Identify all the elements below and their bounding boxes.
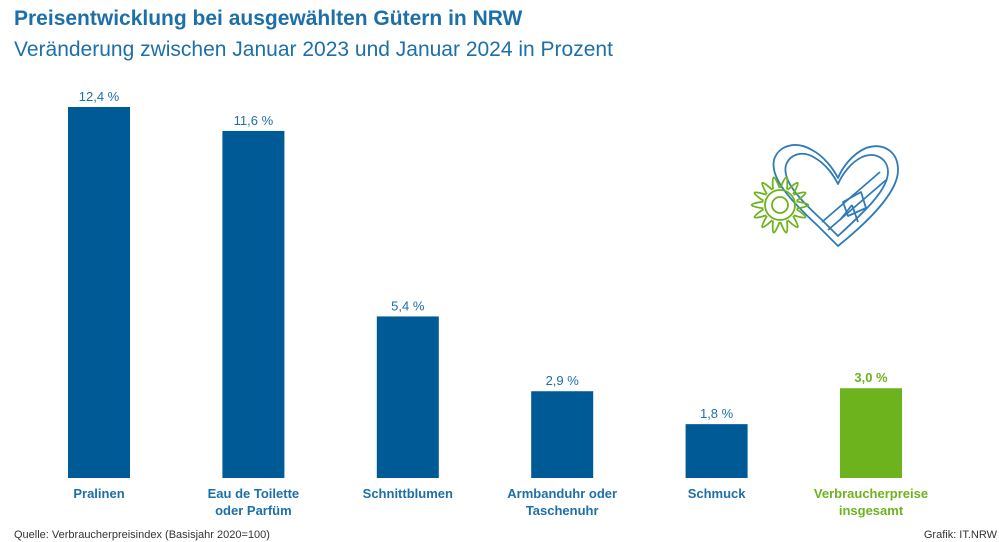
bar-1 [68, 107, 130, 478]
value-labels-group: 12,4 % 11,6 % 5,4 % 2,9 % 1,8 % 3,0 % [79, 89, 888, 421]
value-label-4: 2,9 % [546, 373, 580, 388]
illustration [750, 144, 899, 247]
chart-title: Preisentwicklung bei ausgewählten Gütern… [14, 7, 523, 30]
value-label-3: 5,4 % [391, 298, 425, 313]
sunflower-icon [750, 176, 810, 234]
bar-2 [222, 130, 285, 478]
bar-3 [376, 316, 439, 478]
category-label-4-line-2: Taschenuhr [526, 503, 599, 518]
category-label-6-line-1: Verbraucherpreise [814, 486, 928, 501]
value-label-5: 1,8 % [700, 406, 734, 421]
category-label-5-line-1: Schmuck [688, 486, 747, 501]
value-label-6: 3,0 % [854, 370, 888, 385]
value-label-2: 11,6 % [234, 113, 274, 128]
bar-4 [531, 391, 594, 478]
value-label-1: 12,4 % [79, 89, 120, 104]
bars-group [68, 107, 902, 478]
bar-5 [685, 424, 748, 478]
category-labels-group: Pralinen Eau de Toilette oder Parfüm Schnit… [73, 486, 928, 518]
chart-subtitle: Veränderung zwischen Januar 2023 und Jan… [14, 38, 613, 61]
category-label-2-line-1: Eau de Toilette [208, 486, 300, 501]
bar-6 [840, 388, 902, 478]
category-label-4-line-1: Armbanduhr oder [507, 486, 617, 501]
heart-gift-box-icon [772, 144, 899, 247]
source-note: Quelle: Verbraucherpreisindex (Basisjahr… [14, 529, 270, 541]
category-label-1-line-1: Pralinen [73, 486, 124, 501]
category-label-2-line-2: oder Parfüm [215, 503, 292, 518]
graphic-credit: Grafik: IT.NRW [923, 529, 997, 541]
category-label-3-line-1: Schnittblumen [363, 486, 453, 501]
category-label-6-line-2: insgesamt [839, 503, 904, 518]
